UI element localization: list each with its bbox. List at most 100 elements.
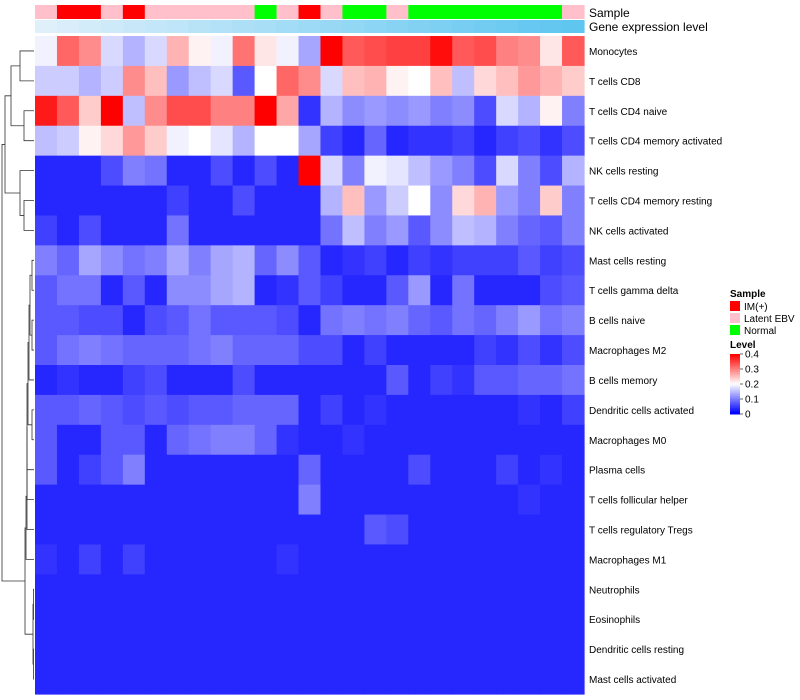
dendrogram-branch xyxy=(31,319,34,351)
sample-annotation-cell xyxy=(430,5,453,19)
legend-label: Latent EBV xyxy=(744,314,795,325)
heatmap-cell xyxy=(166,544,190,575)
heatmap-cell xyxy=(35,305,58,336)
heatmap-cell xyxy=(298,424,322,456)
heatmap-cell xyxy=(56,514,80,546)
heatmap-cell xyxy=(518,305,541,336)
heatmap-cell xyxy=(122,215,146,246)
heatmap-cell xyxy=(100,424,124,456)
heatmap-cell xyxy=(56,185,80,217)
dendrogram-branch xyxy=(23,110,34,142)
expression-annotation-cell xyxy=(298,20,322,33)
heatmap-cell xyxy=(122,65,146,97)
heatmap-cell xyxy=(56,604,80,635)
heatmap-cell xyxy=(232,36,256,67)
heatmap-cell xyxy=(540,335,563,366)
heatmap-cell xyxy=(78,305,102,336)
heatmap-cell xyxy=(408,574,431,605)
heatmap-cell xyxy=(540,305,563,336)
heatmap-cell xyxy=(210,484,234,516)
heatmap-cell xyxy=(452,544,475,575)
heatmap-cell xyxy=(540,245,563,276)
heatmap-cell xyxy=(100,544,124,575)
heatmap-cell xyxy=(430,305,453,336)
heatmap-cell xyxy=(276,36,300,67)
heatmap-cell xyxy=(144,185,168,217)
heatmap-cell xyxy=(100,215,124,246)
heatmap-cell xyxy=(298,454,322,486)
heatmap-cell xyxy=(78,544,102,575)
legend-gradient-step xyxy=(730,402,740,404)
heatmap-cell xyxy=(35,155,58,187)
heatmap-cell xyxy=(474,125,497,157)
heatmap-cell xyxy=(540,604,563,635)
heatmap-cell xyxy=(298,95,322,127)
heatmap-cell xyxy=(408,454,431,486)
heatmap-cell xyxy=(254,484,278,516)
heatmap-cell xyxy=(56,424,80,456)
heatmap-cell xyxy=(408,275,431,306)
heatmap-cell xyxy=(188,185,212,217)
heatmap-cell xyxy=(122,664,146,695)
heatmap-cell xyxy=(496,335,519,366)
heatmap-cell xyxy=(276,514,300,546)
heatmap-cell xyxy=(342,544,365,575)
heatmap-cell xyxy=(408,36,431,67)
heatmap-cell xyxy=(166,36,190,67)
heatmap-cell xyxy=(408,394,431,426)
heatmap-cell xyxy=(364,185,387,217)
heatmap-cell xyxy=(518,36,541,67)
heatmap-cell xyxy=(232,125,256,157)
heatmap-cell xyxy=(496,365,519,396)
heatmap-cell xyxy=(474,424,497,456)
heatmap-cell xyxy=(540,125,563,157)
heatmap-cell xyxy=(562,245,585,276)
heatmap-cells xyxy=(35,36,585,695)
sample-annotation-cell xyxy=(540,5,563,19)
legend-gradient-step xyxy=(730,370,740,373)
heatmap-cell xyxy=(144,484,168,516)
heatmap-cell xyxy=(232,215,256,246)
heatmap-cell xyxy=(320,185,344,217)
heatmap-cell xyxy=(474,574,497,605)
heatmap-cell xyxy=(364,574,387,605)
heatmap-cell xyxy=(78,155,102,187)
heatmap-cell xyxy=(408,424,431,456)
sample-annotation-cell xyxy=(254,5,278,19)
heatmap-cell xyxy=(56,664,80,695)
heatmap-cell xyxy=(210,634,234,665)
heatmap-cell xyxy=(408,305,431,336)
row-label: Eosinophils xyxy=(589,615,640,626)
heatmap-cell xyxy=(122,634,146,665)
heatmap-cell xyxy=(144,394,168,426)
heatmap-cell xyxy=(35,215,58,246)
row-label: T cells CD8 xyxy=(589,77,641,88)
heatmap-cell xyxy=(166,335,190,366)
heatmap-cell xyxy=(35,664,58,695)
sample-annotation-cell xyxy=(56,5,80,19)
heatmap-cell xyxy=(408,634,431,665)
heatmap-cell xyxy=(232,634,256,665)
legend-gradient-step xyxy=(730,373,740,376)
heatmap-cell xyxy=(210,95,234,127)
heatmap-cell xyxy=(35,95,58,127)
heatmap-cell xyxy=(35,424,58,456)
legend-gradient-step xyxy=(730,394,740,397)
heatmap-cell xyxy=(35,484,58,516)
dendrogram-branch xyxy=(31,259,34,291)
legend-gradient-step xyxy=(730,396,740,398)
row-label: T cells CD4 memory activated xyxy=(589,137,722,148)
heatmap-cell xyxy=(35,125,58,157)
heatmap-cell xyxy=(122,424,146,456)
heatmap-cell xyxy=(342,424,365,456)
heatmap-cell xyxy=(364,125,387,157)
heatmap-cell xyxy=(56,215,80,246)
heatmap-cell xyxy=(518,634,541,665)
legend-gradient-step xyxy=(730,412,740,415)
heatmap-cell xyxy=(386,514,409,546)
heatmap-cell xyxy=(320,335,344,366)
heatmap-cell xyxy=(210,514,234,546)
expression-annotation-cell xyxy=(540,20,563,33)
heatmap-cell xyxy=(518,574,541,605)
